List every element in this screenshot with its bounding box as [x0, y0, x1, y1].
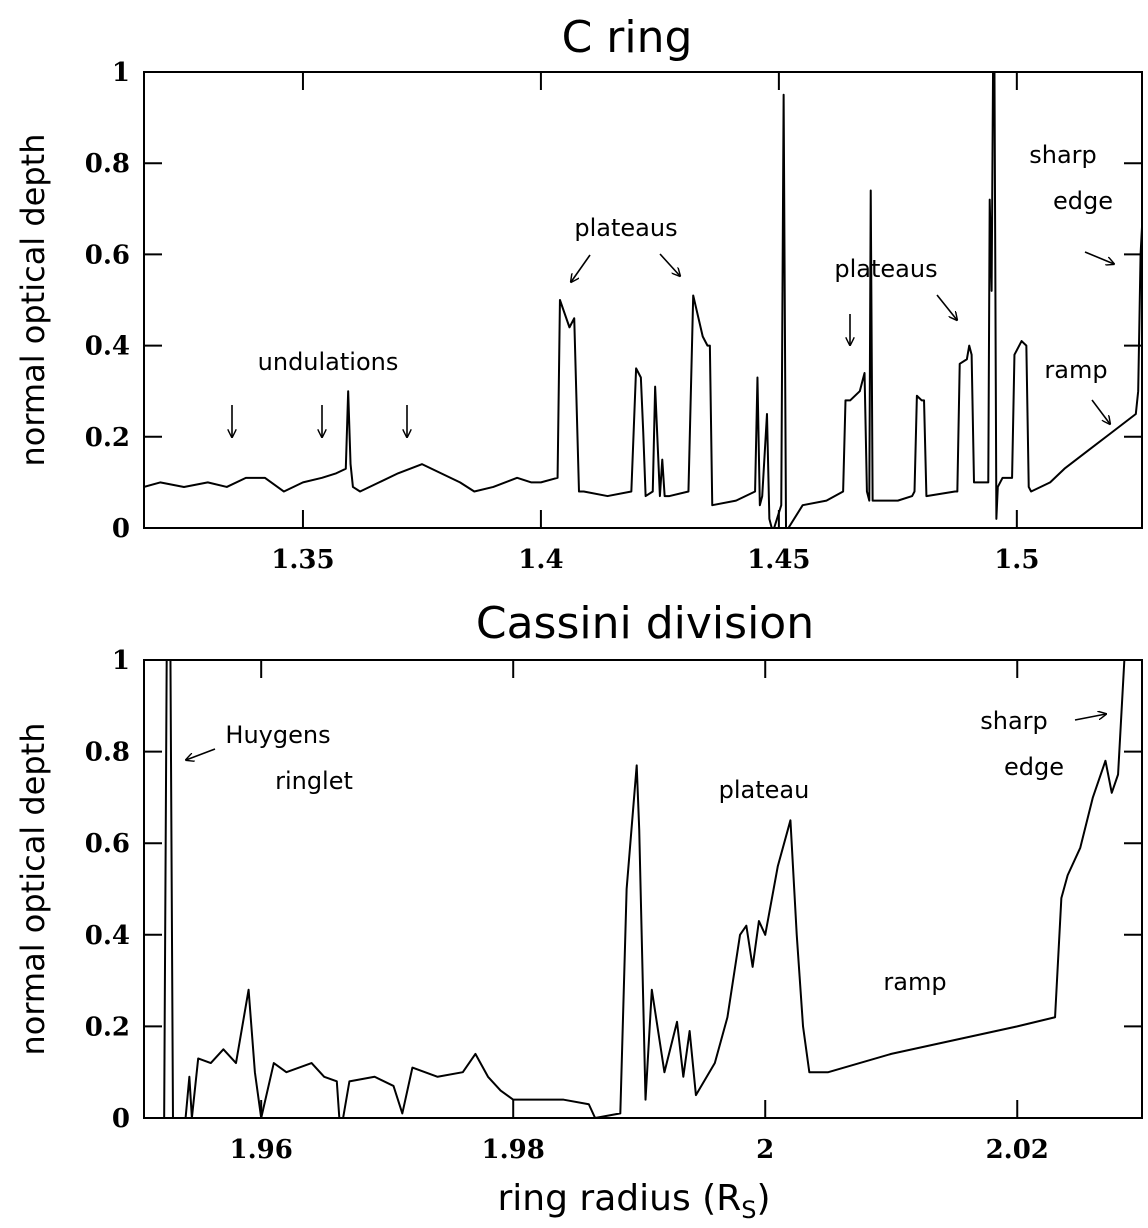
data-line [144, 660, 1126, 1118]
y-tick-label: 0.4 [85, 332, 130, 362]
annotation: undulations [258, 348, 399, 376]
annotation: plateaus [834, 255, 937, 283]
y-tick-label: 0.6 [85, 240, 130, 270]
annotation: sharp [980, 707, 1048, 735]
y-tick-label: 0.6 [85, 829, 130, 859]
arrow [936, 294, 957, 320]
x-axis-label: ring radius (RS) [498, 1178, 771, 1224]
y-tick-label: 0.8 [85, 149, 130, 179]
chart-title: Cassini division [476, 598, 814, 649]
annotation: plateaus [574, 214, 677, 242]
x-tick-label: 1.4 [518, 545, 563, 575]
y-tick-label: 0.4 [85, 921, 130, 951]
annotation: ramp [883, 968, 946, 996]
plot-frame [143, 659, 1143, 1119]
x-tick-label: 1.35 [271, 545, 334, 575]
annotation: edge [1053, 187, 1113, 215]
x-tick-label: 1.96 [230, 1135, 293, 1165]
arrow [1091, 399, 1110, 424]
plot-frame [143, 71, 1143, 529]
y-tick-label: 0.2 [85, 1012, 130, 1042]
y-tick-label: 0 [112, 514, 130, 544]
x-tick-label: 2.02 [986, 1135, 1049, 1165]
annotation: Huygens [225, 721, 330, 749]
annotation: sharp [1029, 141, 1097, 169]
y-tick-label: 0 [112, 1104, 130, 1134]
y-tick-label: 0.8 [85, 738, 130, 768]
y-axis-label: normal optical depth [14, 133, 52, 466]
annotation: edge [1004, 753, 1064, 781]
y-tick-label: 0.2 [85, 423, 130, 453]
x-tick-label: 1.45 [747, 545, 810, 575]
annotation: ringlet [275, 767, 353, 795]
annotations: undulations plateaus plateaus ramp sharp… [225, 141, 1113, 996]
arrow [571, 254, 591, 282]
y-axis-label: normal optical depth [14, 722, 52, 1055]
annotation: ramp [1044, 356, 1107, 384]
arrow [186, 748, 216, 760]
y-tick-label: 1 [112, 646, 130, 676]
annotation: plateau [719, 776, 810, 804]
arrow [1074, 714, 1106, 721]
data-line [144, 72, 1142, 528]
chart-title: C ring [562, 12, 693, 63]
arrow [1084, 251, 1114, 264]
x-tick-label: 2 [756, 1135, 774, 1165]
arrows [186, 251, 1114, 760]
arrow [659, 253, 680, 276]
x-tick-label: 1.98 [482, 1135, 545, 1165]
y-tick-label: 1 [112, 58, 130, 88]
x-tick-label: 1.5 [994, 545, 1039, 575]
